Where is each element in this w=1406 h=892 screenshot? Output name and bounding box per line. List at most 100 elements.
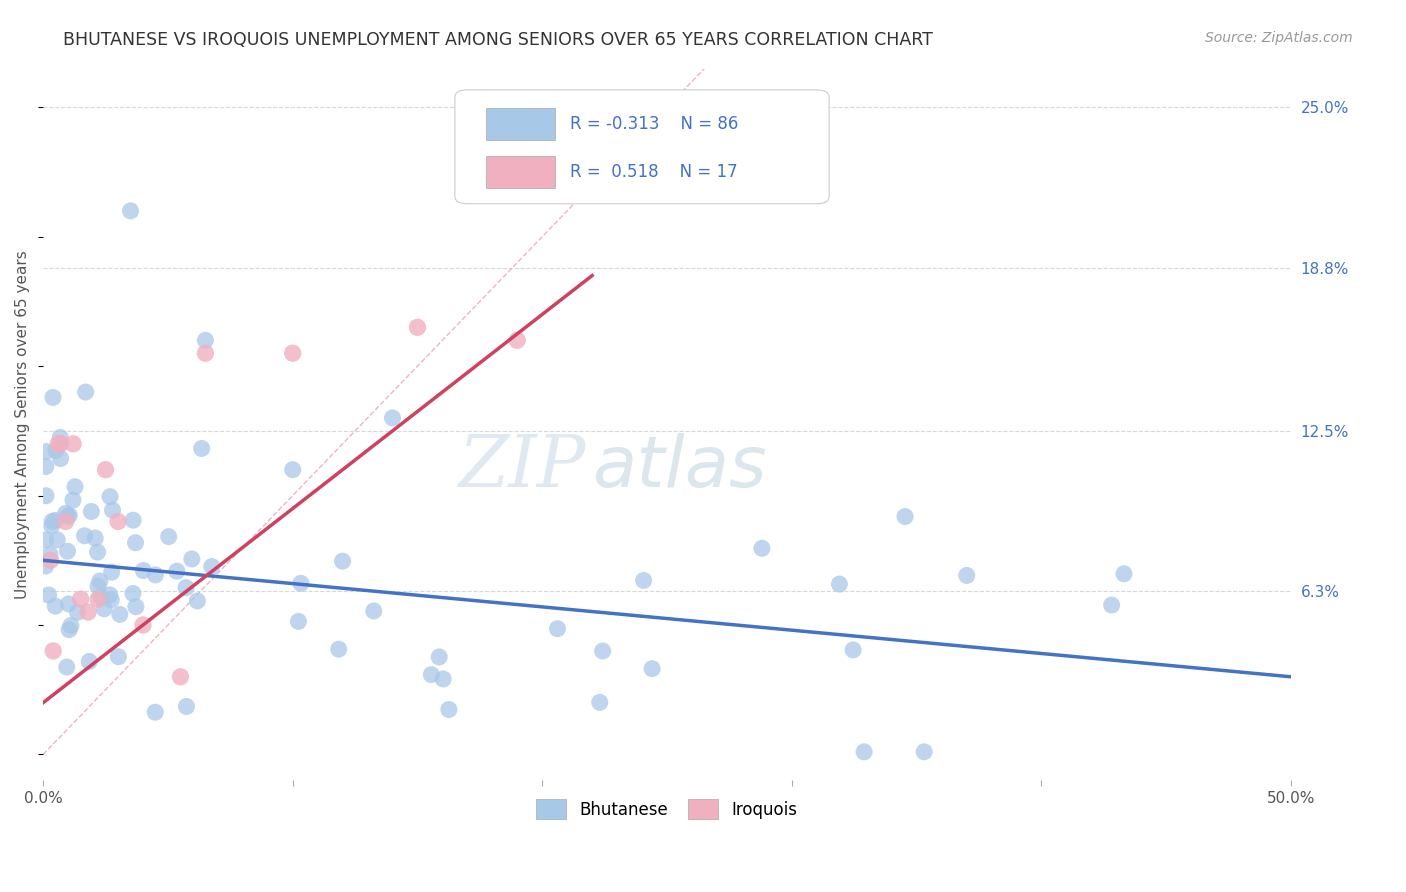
Point: [73, 529, 96, 543]
Point: [894, 509, 917, 524]
Point: [63, 480, 86, 494]
Point: [132, 618, 155, 632]
Point: [87, 592, 110, 607]
Point: [89, 574, 111, 588]
Point: [506, 333, 529, 347]
Point: [90, 590, 112, 604]
Point: [98, 490, 121, 504]
Point: [122, 586, 145, 600]
Point: [62, 437, 84, 451]
Point: [62, 493, 84, 508]
Point: [41, 514, 63, 528]
Point: [751, 541, 773, 556]
Point: [332, 554, 354, 568]
Point: [420, 667, 443, 681]
Point: [44, 513, 66, 527]
Point: [77, 655, 100, 669]
Point: [437, 702, 460, 716]
Point: [828, 577, 851, 591]
Point: [45, 443, 67, 458]
Point: [56, 660, 79, 674]
Point: [201, 559, 224, 574]
Point: [166, 564, 188, 578]
Point: [55, 507, 77, 521]
Legend: Bhutanese, Iroquois: Bhutanese, Iroquois: [530, 793, 804, 825]
Point: [190, 442, 212, 456]
Point: [592, 644, 614, 658]
Point: [633, 574, 655, 588]
Point: [87, 579, 110, 593]
Point: [589, 695, 612, 709]
Point: [641, 662, 664, 676]
Point: [98, 588, 121, 602]
Point: [174, 581, 197, 595]
Point: [46, 533, 69, 547]
Point: [38, 588, 60, 602]
Point: [56, 544, 79, 558]
Point: [58, 508, 80, 523]
FancyBboxPatch shape: [486, 156, 555, 188]
Point: [1112, 566, 1135, 581]
Point: [42, 644, 65, 658]
Point: [35, 444, 58, 458]
Point: [546, 622, 568, 636]
Point: [49, 437, 72, 451]
Point: [55, 515, 77, 529]
Point: [194, 346, 217, 360]
Point: [58, 623, 80, 637]
Point: [108, 607, 131, 622]
Point: [107, 649, 129, 664]
Point: [132, 564, 155, 578]
Point: [100, 565, 122, 579]
Point: [44, 599, 66, 614]
Point: [34, 533, 56, 547]
Point: [77, 605, 100, 619]
Text: BHUTANESE VS IROQUOIS UNEMPLOYMENT AMONG SENIORS OVER 65 YEARS CORRELATION CHART: BHUTANESE VS IROQUOIS UNEMPLOYMENT AMONG…: [63, 31, 934, 49]
Y-axis label: Unemployment Among Seniors over 65 years: Unemployment Among Seniors over 65 years: [15, 250, 30, 599]
Point: [66, 605, 89, 619]
Point: [432, 672, 454, 686]
Point: [59, 618, 82, 632]
Point: [86, 545, 108, 559]
Point: [194, 333, 217, 347]
Text: ZIP: ZIP: [458, 432, 586, 502]
Point: [281, 463, 304, 477]
Point: [853, 745, 876, 759]
Text: R =  0.518    N = 17: R = 0.518 N = 17: [569, 163, 737, 181]
Point: [912, 745, 935, 759]
Point: [35, 489, 58, 503]
Point: [290, 576, 312, 591]
Point: [49, 451, 72, 466]
Text: atlas: atlas: [592, 433, 766, 501]
Point: [39, 548, 62, 562]
Point: [94, 463, 117, 477]
FancyBboxPatch shape: [456, 90, 830, 203]
Point: [169, 670, 191, 684]
Point: [176, 699, 198, 714]
Point: [287, 615, 309, 629]
Point: [186, 594, 208, 608]
Point: [180, 552, 202, 566]
Point: [107, 515, 129, 529]
Point: [125, 599, 148, 614]
Point: [35, 459, 58, 474]
Text: Source: ZipAtlas.com: Source: ZipAtlas.com: [1205, 31, 1353, 45]
Point: [93, 602, 115, 616]
Point: [75, 385, 97, 400]
Point: [1101, 598, 1123, 612]
Point: [42, 391, 65, 405]
Point: [363, 604, 385, 618]
Point: [956, 568, 979, 582]
Point: [143, 705, 166, 719]
Point: [381, 411, 404, 425]
Point: [328, 642, 350, 657]
Point: [41, 519, 63, 533]
Text: R = -0.313    N = 86: R = -0.313 N = 86: [569, 115, 738, 133]
Point: [69, 592, 91, 607]
Point: [49, 430, 72, 444]
FancyBboxPatch shape: [486, 108, 555, 140]
Point: [58, 597, 80, 611]
Point: [122, 513, 145, 527]
Point: [145, 567, 167, 582]
Point: [281, 346, 304, 360]
